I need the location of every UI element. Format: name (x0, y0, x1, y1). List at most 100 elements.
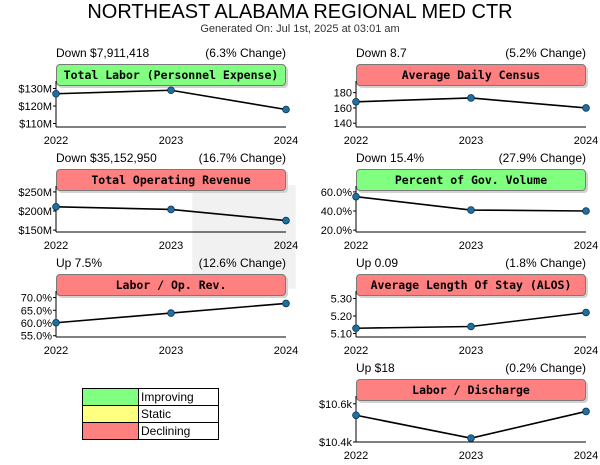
chart-5-plot: 70.0%65.0%60.0%55.0% 2022 2023 2024 (21, 291, 298, 357)
chart-1-change-text: Down $7,911,418 (56, 46, 150, 60)
chart-5-y-tick-label: 60.0% (21, 318, 52, 330)
chart-5-y-tick-label: 70.0% (21, 293, 52, 305)
chart-6-data-point (582, 308, 590, 317)
chart-3-y-tick-label: $250M (18, 187, 52, 199)
chart-1-data-point (52, 89, 60, 98)
chart-3-y-tick-label: $150M (18, 225, 52, 237)
chart-6-y-tick-label: 5.20 (331, 311, 352, 323)
chart-7-data-point (582, 407, 590, 416)
chart-1-title-banner: Total Labor (Personnel Expense) (56, 64, 286, 86)
chart-4-pct-change: (27.9% Change) (498, 151, 586, 165)
chart-5-x-tick-label: 2024 (274, 345, 298, 357)
chart-7-x-tick-label: 2024 (574, 450, 598, 462)
chart-3-data-point (167, 205, 175, 214)
chart-7-series-line (355, 410, 587, 440)
chart-5-data-point (167, 309, 175, 317)
legend-label-declining: Declining (141, 424, 191, 438)
chart-4-x-tick-label: 2024 (574, 240, 598, 252)
chart-5-pct-change: (12.6% Change) (198, 256, 286, 270)
chart-7-title-banner: Labor / Discharge (356, 379, 586, 401)
chart-1-pct-change: (6.3% Change) (205, 46, 286, 60)
chart-3-x-tick-label: 2022 (44, 240, 68, 252)
chart-5-y-tick-label: 55.0% (21, 331, 52, 343)
legend-swatch-declining (83, 423, 139, 439)
legend-row-static: Static (83, 406, 218, 423)
chart-2-y-tick-label: 140 (334, 118, 352, 130)
chart-1-x-tick-label: 2024 (274, 135, 298, 147)
chart-5-data-point (52, 318, 60, 327)
legend-label-static: Static (141, 407, 172, 421)
chart-2-title-banner: Average Daily Census (356, 64, 586, 86)
chart-7-y-tick-label: $10.6k (319, 399, 353, 411)
chart-3-x-tick-label: 2023 (159, 240, 183, 252)
legend-row-improving: Improving (83, 389, 218, 406)
chart-4-title-banner: Percent of Gov. Volume (356, 169, 586, 191)
chart-6-data-point (467, 322, 475, 331)
chart-4-x-tick-label: 2023 (459, 240, 483, 252)
chart-5-data-point (282, 299, 290, 308)
chart-6-title-banner: Average Length Of Stay (ALOS) (356, 274, 586, 296)
chart-4-y-tick-label: 20.0% (321, 225, 352, 237)
chart-6-y-tick-label: 5.30 (331, 294, 352, 306)
chart-7-data-point (467, 434, 475, 442)
chart-6-change-text: Up 0.09 (356, 256, 399, 270)
chart-6-data-point (352, 324, 360, 333)
chart-6-pct-change: (1.8% Change) (505, 256, 586, 270)
chart-1-y-tick-label: $110M (19, 119, 52, 131)
chart-4-data-point (467, 206, 475, 214)
chart-3-title-banner: Total Operating Revenue (56, 169, 286, 191)
chart-4-change-text: Down 15.4% (356, 151, 425, 165)
chart-7-x-tick-label: 2022 (344, 450, 368, 462)
chart-6-x-tick-label: 2023 (459, 345, 483, 357)
chart-6-y-tick-label: 5.10 (331, 329, 352, 341)
chart-5-change-text: Up 7.5% (56, 256, 103, 270)
chart-4-plot: 60.0% 40.0% 20.0% 2022 2023 2024 (321, 186, 598, 252)
chart-3-data-point (282, 216, 290, 225)
chart-2-x-tick-label: 2022 (344, 135, 368, 147)
chart-4-x-tick-label: 2022 (344, 240, 368, 252)
chart-4-data-point (582, 207, 590, 215)
legend-label-improving: Improving (141, 390, 194, 404)
chart-1-x-tick-label: 2023 (159, 135, 183, 147)
chart-2-pct-change: (5.2% Change) (505, 46, 586, 60)
chart-4-y-tick-label: 60.0% (321, 187, 352, 199)
chart-5-x-tick-label: 2022 (44, 345, 68, 357)
chart-3-x-tick-label: 2024 (274, 240, 298, 252)
chart-5-y-tick-label: 65.0% (21, 305, 52, 317)
chart-2-x-tick-label: 2024 (574, 135, 598, 147)
chart-7-pct-change: (0.2% Change) (505, 361, 586, 375)
report-title: NORTHEAST ALABAMA REGIONAL MED CTR (87, 1, 513, 23)
chart-2-x-tick-label: 2023 (459, 135, 483, 147)
generated-timestamp: Generated On: Jul 1st, 2025 at 03:01 am (200, 23, 400, 35)
chart-2-y-tick-label: 160 (334, 103, 352, 115)
chart-3-change-text: Down $35,152,950 (56, 151, 157, 165)
chart-7-change-text: Up $18 (356, 361, 395, 375)
chart-1-data-point (282, 105, 290, 114)
chart-7-y-tick-label: $10.4k (319, 437, 353, 449)
legend-swatch-improving (83, 389, 139, 405)
chart-5-x-tick-label: 2023 (159, 345, 183, 357)
chart-2-data-point (582, 104, 590, 112)
chart-3-pct-change: (16.7% Change) (198, 151, 286, 165)
chart-1-y-tick-label: $130M (18, 84, 52, 96)
legend-swatch-static (83, 406, 139, 422)
chart-6-x-tick-label: 2024 (574, 345, 598, 357)
chart-4-y-tick-label: 40.0% (321, 206, 352, 218)
chart-4-data-point (352, 192, 360, 201)
chart-2-y-tick-label: 180 (334, 88, 352, 100)
chart-7-data-point (352, 411, 360, 420)
chart-2-data-point (467, 94, 475, 102)
chart-5-title-banner: Labor / Op. Rev. (56, 274, 286, 296)
chart-3-y-tick-label: $200M (18, 206, 52, 218)
chart-2-data-point (352, 97, 360, 106)
chart-2-plot: 180 160 140 2022 2023 2024 (334, 81, 598, 147)
chart-1-data-point (167, 86, 175, 95)
chart-7-x-tick-label: 2023 (459, 450, 483, 462)
status-legend: Improving Static Declining (82, 388, 219, 440)
chart-6-plot: 5.30 5.20 5.10 2022 2023 2024 (331, 291, 598, 357)
chart-1-x-tick-label: 2022 (44, 135, 68, 147)
chart-3-plot: $250M $200M $150M 2022 2023 2024 (18, 186, 298, 252)
watermark-logo (192, 185, 296, 289)
chart-1-plot: $130M $120M $110M 2022 2023 2024 (18, 81, 298, 147)
